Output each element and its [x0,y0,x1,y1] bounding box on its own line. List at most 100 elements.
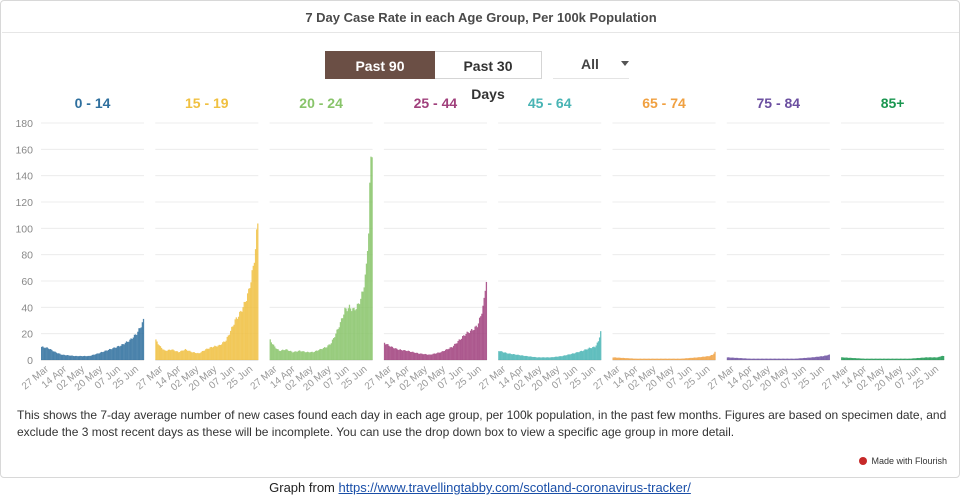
bar [481,313,483,360]
bar [429,354,431,360]
bar [422,354,424,360]
bar [557,356,559,360]
bar [689,357,691,360]
bar [70,355,72,360]
bar [787,358,790,360]
bar [772,358,774,360]
bar [738,358,740,360]
bar [396,348,398,360]
bar [186,350,189,360]
bar [534,356,536,360]
bar [764,358,766,360]
bar [227,335,230,360]
bar [288,351,291,360]
bar [47,348,50,360]
bar [894,358,896,360]
bar [173,350,175,360]
bar [699,357,701,360]
bar [636,358,638,360]
age-group-select-value: All [581,56,599,72]
bar [338,327,340,360]
bar [795,358,798,360]
past-90-days-button[interactable]: Past 90 Days [325,51,435,102]
bar [192,352,194,360]
made-with-flourish-badge[interactable]: Made with Flourish [859,456,947,466]
bar [228,334,231,360]
past-30-days-button[interactable]: Past 30 Days [435,51,542,102]
bar [365,263,368,360]
bar [316,350,318,360]
bar [172,349,174,360]
bar [673,358,675,360]
bar [871,358,873,360]
bar [329,344,331,360]
bar [770,358,773,360]
bar [571,353,574,360]
bar [198,353,200,360]
bar [736,357,739,360]
bar [232,326,234,360]
bar [585,349,587,360]
bar [649,358,652,360]
y-tick-label: 40 [21,302,33,314]
bar [700,357,703,360]
bar [867,358,869,360]
bar [652,358,654,360]
bar [340,318,343,360]
bar [510,354,512,360]
bar [246,293,249,360]
bar [899,358,902,360]
bar [85,356,87,360]
bar [546,357,549,360]
bar [87,355,89,360]
bar [593,346,595,360]
bar [641,358,644,360]
bar [650,358,653,360]
bar [545,357,548,360]
bar [371,157,373,360]
panel-title: 20 - 24 [299,95,343,111]
y-tick-label: 0 [27,355,33,367]
bar [399,349,402,360]
bar [297,350,300,360]
bar [792,358,794,360]
bar [895,358,897,360]
source-link[interactable]: https://www.travellingtabby.com/scotland… [338,480,691,495]
bar [168,349,171,360]
bar [164,350,166,360]
bar [125,341,128,360]
bar [385,344,387,360]
bar [658,358,661,360]
chart-card: 7 Day Case Rate in each Age Group, Per 1… [0,0,960,478]
bar [767,358,769,360]
y-tick-label: 80 [21,250,33,262]
bar [421,353,423,360]
bar [208,348,210,360]
bar [191,352,193,360]
bar [911,358,913,360]
bar [454,343,456,360]
age-group-select[interactable]: All [553,51,629,79]
bar [193,352,196,360]
bar [710,354,713,360]
bar [272,344,275,360]
bar [783,358,785,360]
bar [732,357,734,360]
bar [701,356,704,360]
bar [776,358,778,360]
bar [906,358,909,360]
bar [853,358,855,360]
bar [804,357,807,360]
panel-title: 25 - 44 [414,95,458,111]
footer-prefix: Graph from [269,480,335,495]
bar [750,358,752,360]
bar [320,349,322,360]
bar [183,350,185,360]
bar [428,354,430,360]
bar [412,351,414,360]
flourish-logo-icon [859,457,868,465]
